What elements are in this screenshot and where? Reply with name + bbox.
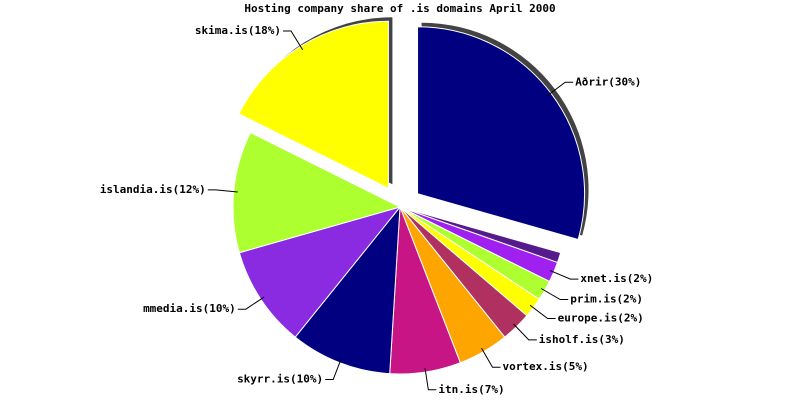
slice-label: europe.is(2%) — [558, 311, 644, 324]
slice-label: skyrr.is(10%) — [237, 373, 323, 386]
leader-line — [549, 270, 579, 280]
leader-line — [283, 30, 304, 50]
slice-label: vortex.is(5%) — [503, 360, 589, 373]
leader-line — [513, 323, 537, 341]
leader-line — [325, 358, 342, 381]
slice-label: xnet.is(2%) — [580, 272, 653, 285]
leader-line — [207, 189, 238, 193]
leader-line — [547, 81, 574, 96]
slice-label: isholf.is(3%) — [539, 333, 625, 346]
chart-title: Hosting company share of .is domains Apr… — [244, 2, 555, 15]
slice-label: mmedia.is(10%) — [143, 302, 236, 315]
leader-line — [481, 347, 501, 368]
slice-label: itn.is(7%) — [438, 383, 504, 396]
slice-label: prim.is(2%) — [570, 293, 643, 306]
slice-label: islandia.is(12%) — [100, 183, 206, 196]
leader-line — [424, 367, 437, 391]
leader-line — [237, 296, 265, 310]
slice-label: skima.is(18%) — [195, 24, 281, 37]
slice-label: Aðrir(30%) — [575, 75, 641, 88]
leader-line — [529, 304, 556, 319]
leader-line — [540, 288, 569, 300]
